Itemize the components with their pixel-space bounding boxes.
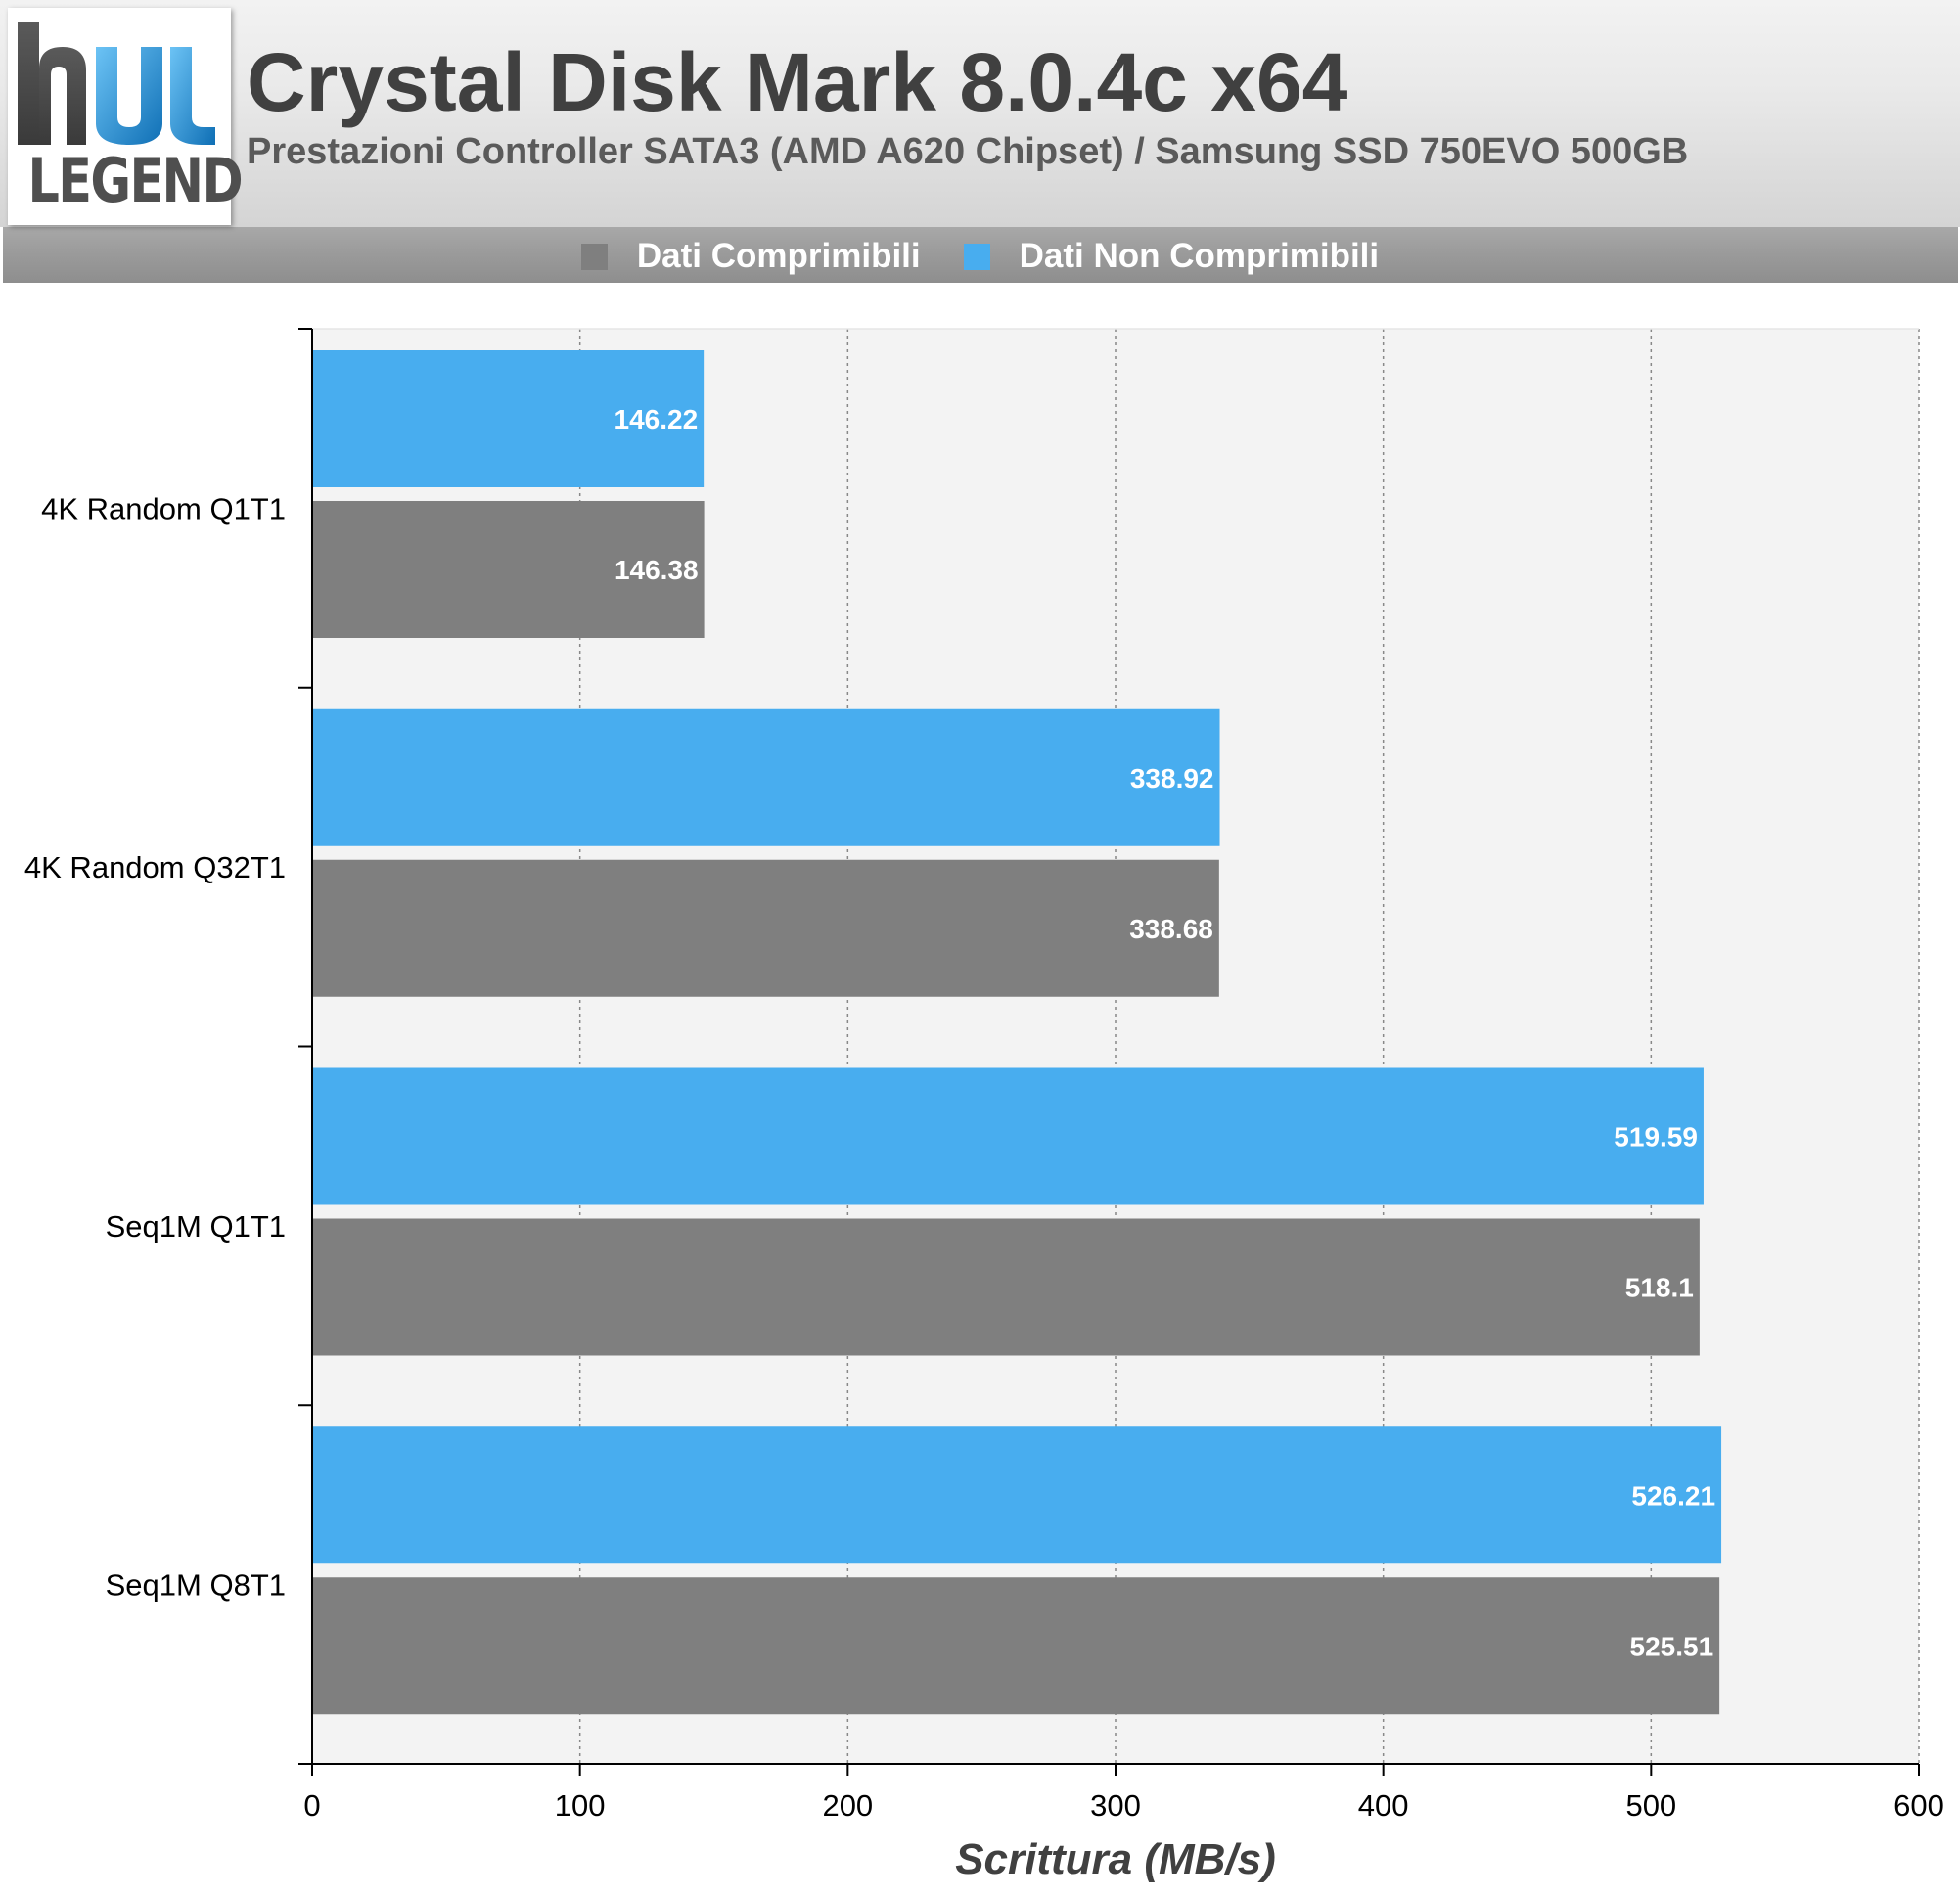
bar-value-label: 146.38 xyxy=(615,555,699,585)
x-tick-label: 200 xyxy=(822,1788,873,1823)
legend-label: Dati Comprimibili xyxy=(636,237,921,275)
legend-swatch xyxy=(580,243,608,270)
chart-subtitle: Prestazioni Controller SATA3 (AMD A620 C… xyxy=(247,131,1689,172)
bar-value-label: 525.51 xyxy=(1630,1631,1714,1661)
bar-incompressible xyxy=(312,350,705,487)
legend: Dati Comprimibili Dati Non Comprimibili xyxy=(0,235,1960,278)
legend-swatch xyxy=(963,243,990,270)
x-tick-label: 0 xyxy=(303,1788,320,1823)
legend-label: Dati Non Comprimibili xyxy=(1019,237,1380,275)
category-label: Seq1M Q1T1 xyxy=(106,1209,286,1243)
bar-value-label: 338.92 xyxy=(1130,763,1214,793)
bar-incompressible xyxy=(312,708,1220,846)
category-label: 4K Random Q1T1 xyxy=(41,491,286,525)
category-label: Seq1M Q8T1 xyxy=(106,1568,286,1603)
category-label: 4K Random Q32T1 xyxy=(24,850,286,884)
x-tick-label: 500 xyxy=(1625,1788,1676,1823)
legend-item-0: Dati Comprimibili xyxy=(580,237,921,276)
bar-value-label: 146.22 xyxy=(615,404,699,434)
chart-title: Crystal Disk Mark 8.0.4c x64 xyxy=(247,36,1348,128)
bar-compressible xyxy=(312,501,705,638)
bar-value-label: 526.21 xyxy=(1631,1480,1715,1511)
chart-header: LEGEND Crystal Disk Mark 8.0.4c x64 Pres… xyxy=(0,0,1960,284)
x-axis-title: Scrittura (MB/s) xyxy=(955,1835,1276,1883)
logo: LEGEND xyxy=(8,8,244,225)
legend-item-1: Dati Non Comprimibili xyxy=(963,237,1380,276)
bar-incompressible xyxy=(312,1067,1704,1205)
logo-text: LEGEND xyxy=(27,145,244,216)
x-tick-label: 400 xyxy=(1358,1788,1409,1823)
bar-incompressible xyxy=(312,1426,1722,1564)
bar-value-label: 518.1 xyxy=(1625,1273,1694,1303)
header-top-band xyxy=(0,0,1960,227)
bar-compressible xyxy=(312,1577,1720,1715)
bar-value-label: 338.68 xyxy=(1129,914,1213,944)
x-tick-label: 100 xyxy=(555,1788,606,1823)
logo-mark-icon xyxy=(18,22,215,145)
bar-compressible xyxy=(312,859,1219,997)
x-tick-label: 600 xyxy=(1893,1788,1944,1823)
bar-compressible xyxy=(312,1218,1700,1356)
x-tick-label: 300 xyxy=(1090,1788,1141,1823)
bar-value-label: 519.59 xyxy=(1614,1122,1698,1153)
